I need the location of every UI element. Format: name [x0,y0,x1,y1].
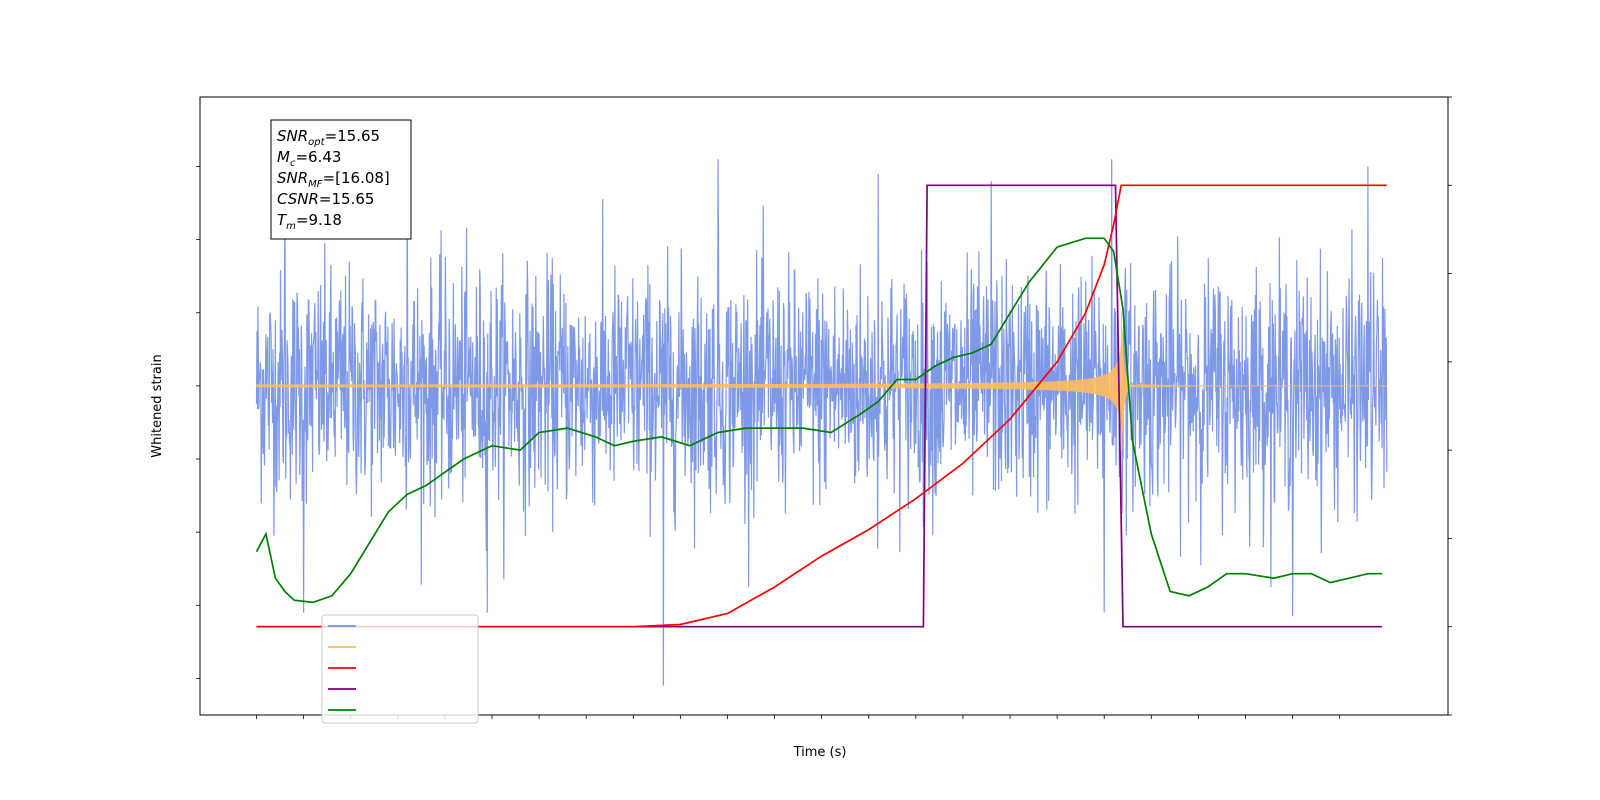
annotation-line-0: SNRopt=15.65 [277,127,380,148]
annotation-value: =15.65 [325,127,381,145]
legend [321,614,479,724]
x-axis-label: Time (s) [793,745,847,760]
annotation-frame [270,119,412,240]
annotation-symbol: M [277,148,290,166]
series-3-line [256,184,1383,628]
axes-frame [199,96,1449,716]
annotation-line-3: CSNR=15.65 [277,190,374,208]
annotation-subscript: MF [308,179,323,190]
annotation-line-1: Mc=6.43 [277,148,341,169]
series-0-line [255,148,1388,686]
legend-frame [321,614,479,724]
annotation-subscript: m [286,221,296,232]
annotation-value: =15.65 [319,190,375,208]
annotation-symbol: T [277,211,288,229]
plot-area [255,148,1388,686]
annotation-subscript: c [290,158,296,169]
annotation-line-2: SNRMF=[16.08] [277,169,390,190]
annotation-value: =6.43 [295,148,341,166]
annotation-symbol: SNR [277,127,308,145]
annotation-box: SNRopt=15.65Mc=6.43SNRMF=[16.08]CSNR=15.… [270,119,412,240]
annotation-symbol: SNR [277,169,308,187]
series-1-line [256,311,1387,450]
y-axis-label: Whitened strain [150,354,165,457]
annotation-value: =9.18 [296,211,342,229]
annotation-subscript: opt [308,137,325,148]
annotation-line-4: Tm=9.18 [277,211,342,232]
series-4-line [255,237,1383,604]
annotation-value: =[16.08] [323,169,390,187]
annotation-symbol: CSNR [277,190,319,208]
